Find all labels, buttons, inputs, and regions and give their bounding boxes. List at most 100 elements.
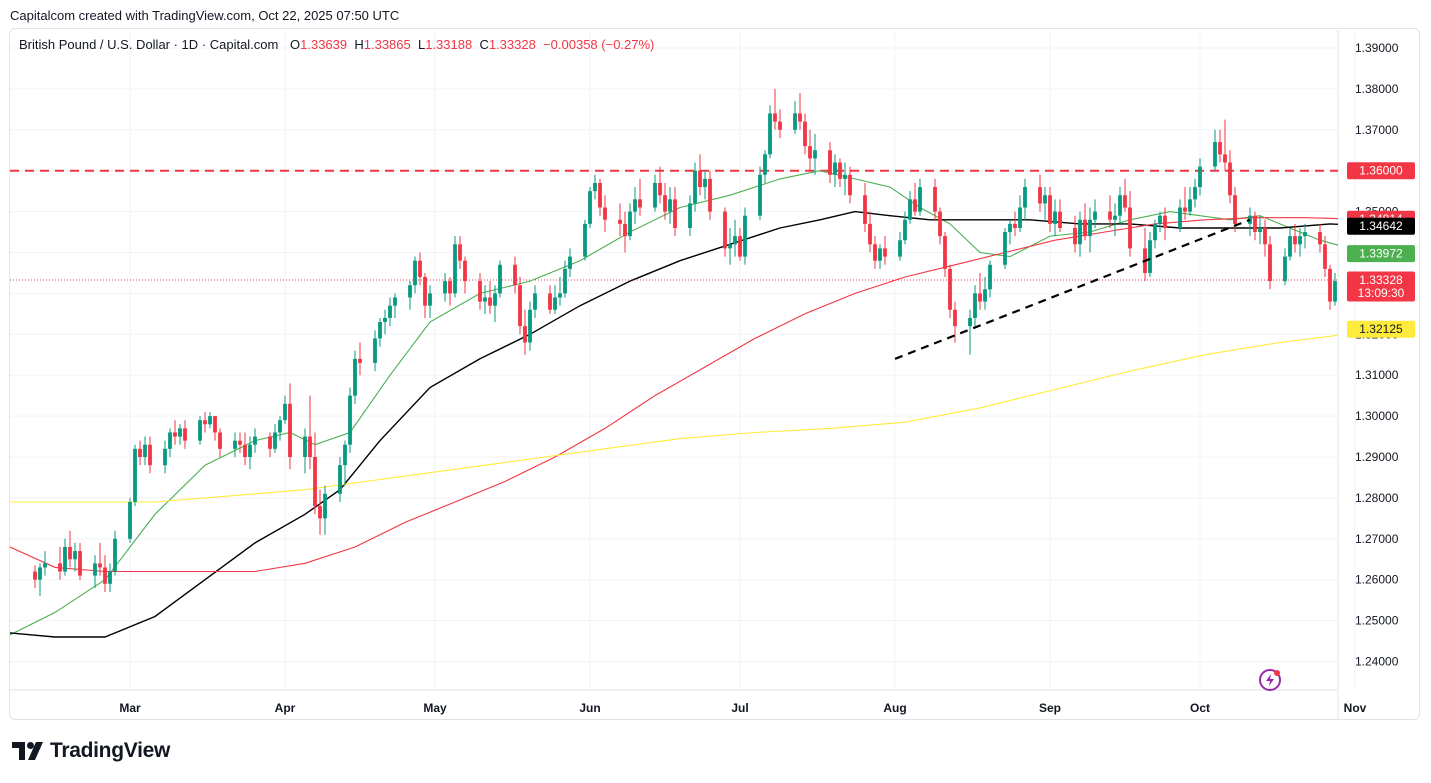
candle-body xyxy=(198,420,202,441)
candle xyxy=(1338,273,1342,314)
candle-body xyxy=(1158,215,1162,224)
candle-body xyxy=(388,305,392,318)
candle-body xyxy=(673,199,677,228)
candle xyxy=(918,178,922,216)
candle xyxy=(1118,187,1122,224)
candle-body xyxy=(348,395,352,445)
candle xyxy=(1113,203,1117,237)
candle-body xyxy=(283,403,287,421)
candle-body xyxy=(313,457,317,507)
candle-body xyxy=(598,182,602,208)
candle xyxy=(108,563,112,592)
candle xyxy=(1288,227,1292,261)
candle xyxy=(663,182,667,220)
candle xyxy=(1258,215,1262,245)
candle-body xyxy=(58,563,62,572)
candle xyxy=(733,219,737,257)
candle xyxy=(563,260,567,298)
candle-body xyxy=(343,444,347,466)
time-axis-tick: Aug xyxy=(883,701,906,715)
candle xyxy=(523,309,527,355)
candle-body xyxy=(1123,195,1127,208)
candle-body xyxy=(383,317,387,323)
time-axis-tick: Jun xyxy=(579,701,600,715)
candle-body xyxy=(1263,227,1267,245)
tradingview-logo-text: TradingView xyxy=(50,739,171,762)
candle-body xyxy=(1093,211,1097,220)
candle-body xyxy=(378,322,382,339)
ma50-line xyxy=(10,210,1338,638)
candle xyxy=(1078,211,1082,257)
candle xyxy=(673,187,677,237)
candle xyxy=(738,227,742,261)
close-label: C xyxy=(479,37,489,52)
candle-body xyxy=(693,170,697,204)
candle-body xyxy=(208,416,212,425)
candle xyxy=(33,565,37,588)
candle xyxy=(938,207,942,245)
candle xyxy=(598,178,602,216)
candle xyxy=(493,285,497,323)
candle xyxy=(138,440,142,466)
time-axis-tick: Apr xyxy=(275,701,296,715)
candle xyxy=(588,187,592,228)
candle xyxy=(943,232,947,278)
candle-body xyxy=(588,191,592,224)
candle xyxy=(1148,232,1152,278)
candle-body xyxy=(773,113,777,122)
candle xyxy=(833,154,837,188)
candle xyxy=(1053,199,1057,237)
candle xyxy=(798,92,802,130)
candle-body xyxy=(1223,154,1227,163)
candle-body xyxy=(488,297,492,306)
candle-body xyxy=(148,444,152,466)
candle xyxy=(593,174,597,200)
candle xyxy=(1213,129,1217,171)
candle xyxy=(1043,187,1047,220)
candle xyxy=(1163,207,1167,241)
snapshot-icon[interactable] xyxy=(1258,668,1282,692)
candle-body xyxy=(603,207,607,220)
candle-body xyxy=(1288,236,1292,257)
candle xyxy=(828,142,832,183)
candle-body xyxy=(663,195,667,212)
candle-body xyxy=(838,162,842,179)
candle-body xyxy=(903,219,907,241)
candle-body xyxy=(553,297,557,310)
candle-body xyxy=(1058,211,1062,228)
candle xyxy=(728,227,732,265)
candle xyxy=(208,412,212,429)
candle xyxy=(843,162,847,196)
candle xyxy=(1108,195,1112,228)
tradingview-logo[interactable]: TradingView xyxy=(12,739,170,763)
candle-body xyxy=(763,154,767,175)
candle xyxy=(343,440,347,486)
candle-body xyxy=(793,113,797,130)
candle xyxy=(448,277,452,306)
candle-body xyxy=(898,240,902,257)
price-badges: 1.360001.348141.346421.339721.3332813:09… xyxy=(1347,162,1415,338)
candle-body xyxy=(1253,215,1257,233)
candle-body xyxy=(873,244,877,261)
candle xyxy=(273,424,277,453)
candle-body xyxy=(803,121,807,147)
candle xyxy=(1018,195,1022,233)
time-axis-tick: May xyxy=(423,701,447,715)
candle-body xyxy=(1008,223,1012,233)
candle xyxy=(198,416,202,445)
candle-body xyxy=(1083,219,1087,237)
candle-body xyxy=(1293,236,1297,245)
candle xyxy=(933,178,937,220)
candle-body xyxy=(243,444,247,457)
candle-body xyxy=(848,174,852,196)
candle-body xyxy=(178,428,182,437)
candle-body xyxy=(168,432,172,449)
candle-body xyxy=(1283,256,1287,282)
candle-body xyxy=(1113,215,1117,220)
candle-body xyxy=(1003,232,1007,265)
time-axis-tick: Sep xyxy=(1039,701,1061,715)
symbol-title[interactable]: British Pound / U.S. Dollar · 1D · Capit… xyxy=(19,37,279,52)
candle xyxy=(278,416,282,441)
candle xyxy=(348,387,352,453)
